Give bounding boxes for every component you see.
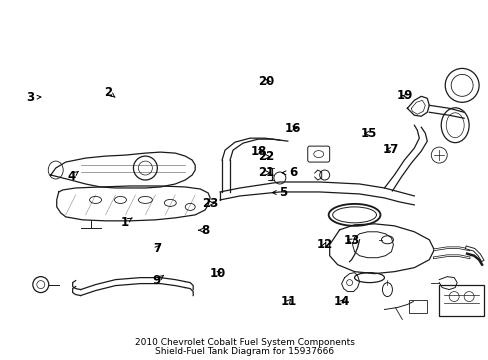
Text: 14: 14 xyxy=(333,296,349,309)
Text: 19: 19 xyxy=(396,89,412,102)
Bar xyxy=(438,285,483,316)
Text: 10: 10 xyxy=(209,267,225,280)
Text: 3: 3 xyxy=(26,91,41,104)
Bar xyxy=(408,300,427,314)
Text: 13: 13 xyxy=(343,234,359,247)
Text: 5: 5 xyxy=(272,186,287,199)
Text: 4: 4 xyxy=(67,170,79,183)
Text: 18: 18 xyxy=(250,145,267,158)
Text: 2: 2 xyxy=(104,86,115,99)
Text: 2010 Chevrolet Cobalt Fuel System Components: 2010 Chevrolet Cobalt Fuel System Compon… xyxy=(134,338,354,347)
Text: 15: 15 xyxy=(360,127,376,140)
Text: 6: 6 xyxy=(282,166,297,179)
Text: 17: 17 xyxy=(382,143,398,156)
Text: 12: 12 xyxy=(316,238,332,251)
Text: 8: 8 xyxy=(198,224,209,237)
Text: 21: 21 xyxy=(258,166,274,179)
Text: 23: 23 xyxy=(202,197,218,210)
Text: 22: 22 xyxy=(258,150,274,163)
Text: 9: 9 xyxy=(152,274,163,287)
Text: 16: 16 xyxy=(285,122,301,135)
Text: Shield-Fuel Tank Diagram for 15937666: Shield-Fuel Tank Diagram for 15937666 xyxy=(155,347,333,356)
Text: 11: 11 xyxy=(280,296,296,309)
Text: 20: 20 xyxy=(258,75,274,88)
Text: 7: 7 xyxy=(152,242,161,255)
Text: 1: 1 xyxy=(121,216,132,229)
